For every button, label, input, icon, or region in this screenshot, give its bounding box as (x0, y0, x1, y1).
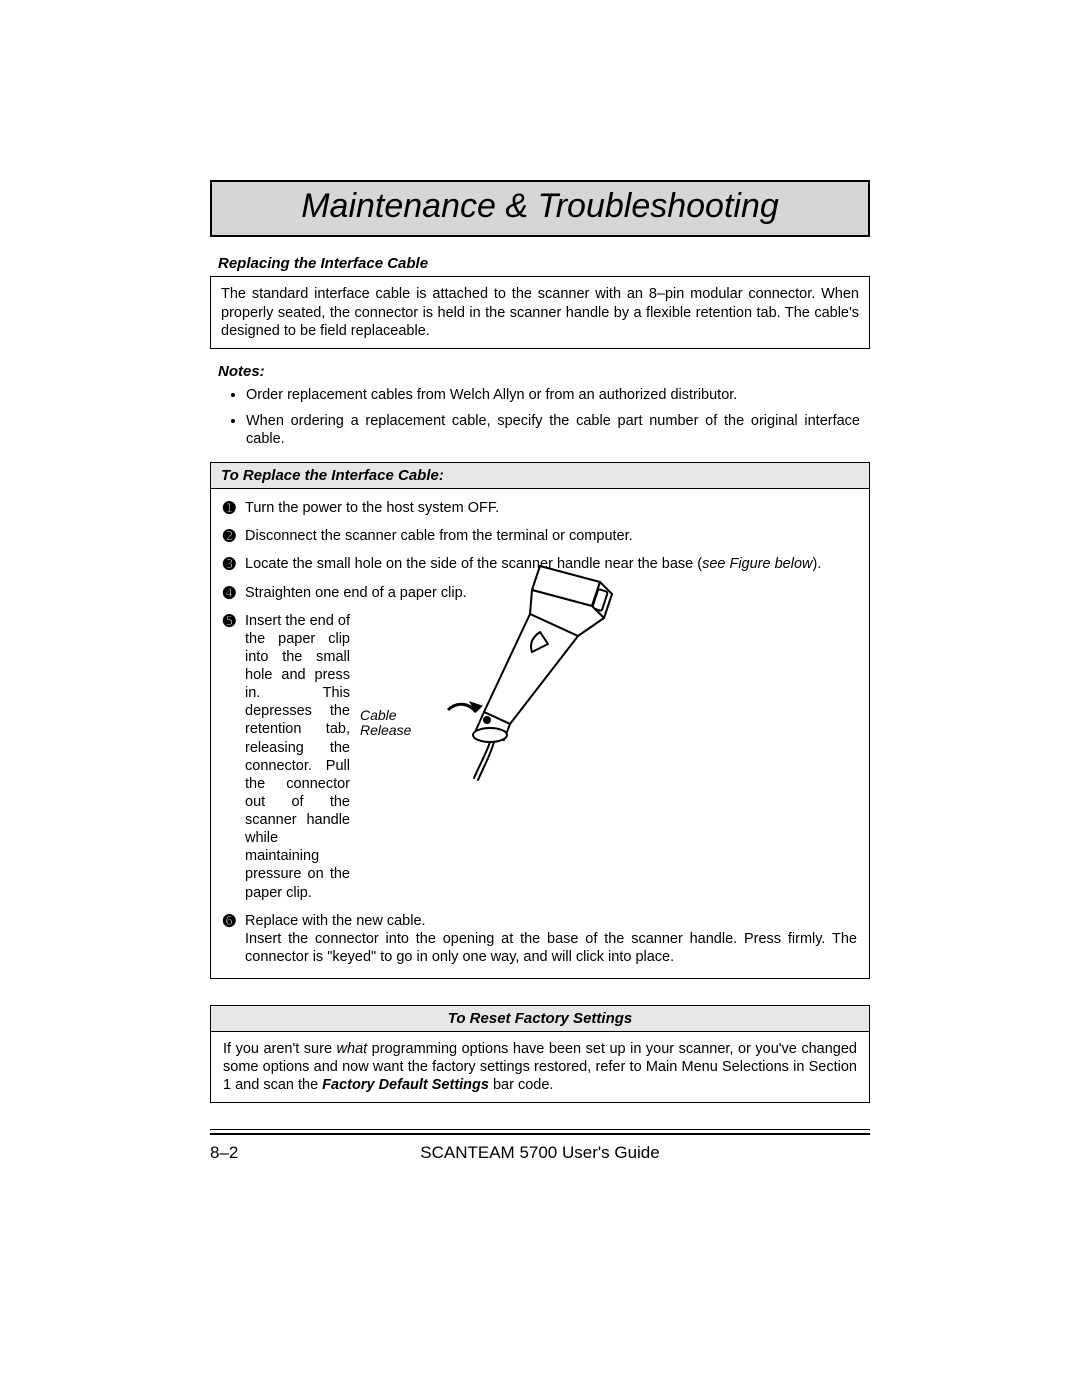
page: Maintenance & Troubleshooting Replacing … (0, 0, 1080, 1397)
notes-heading: Notes: (218, 363, 870, 380)
replacing-body-box: The standard interface cable is attached… (210, 276, 870, 348)
reset-bold: Factory Default Settings (322, 1077, 489, 1093)
reset-what: what (337, 1041, 368, 1057)
reset-t3: bar code. (489, 1077, 554, 1093)
figure-label-1: Cable (360, 707, 397, 723)
step-text: Insert the end of the paper clip into th… (245, 612, 350, 902)
step-number: ➌ (223, 555, 245, 573)
step-row: ➏ Replace with the new cable. Insert the… (223, 912, 857, 966)
reset-box: If you aren't sure what programming opti… (210, 1032, 870, 1103)
reset-t1: If you aren't sure (223, 1041, 337, 1057)
step3b: see Figure below (702, 556, 812, 572)
reset-heading: To Reset Factory Settings (210, 1005, 870, 1032)
steps-box: ➊ Turn the power to the host system OFF.… (210, 489, 870, 979)
notes-list: Order replacement cables from Welch Ally… (210, 386, 870, 448)
footer: 8–2 SCANTEAM 5700 User's Guide (210, 1143, 870, 1163)
step-row: ➎ Insert the end of the paper clip into … (223, 612, 857, 902)
step-text: Disconnect the scanner cable from the te… (245, 527, 857, 545)
step-row: ➊ Turn the power to the host system OFF. (223, 499, 857, 517)
replace-steps-heading: To Replace the Interface Cable: (210, 462, 870, 489)
step3c: ). (812, 556, 821, 572)
step-text: Replace with the new cable. Insert the c… (245, 912, 857, 966)
section-heading-replacing: Replacing the Interface Cable (218, 255, 870, 272)
figure: Cable Release (360, 612, 465, 902)
list-item: Order replacement cables from Welch Ally… (246, 386, 860, 404)
list-item: When ordering a replacement cable, speci… (246, 412, 860, 448)
chapter-title: Maintenance & Troubleshooting (222, 188, 858, 225)
scanner-illustration (390, 554, 620, 784)
step-number: ➍ (223, 584, 245, 602)
step-number: ➋ (223, 527, 245, 545)
step-text: Turn the power to the host system OFF. (245, 499, 857, 517)
step-number: ➏ (223, 912, 245, 930)
reset-body: If you aren't sure what programming opti… (223, 1040, 857, 1094)
step-row: ➋ Disconnect the scanner cable from the … (223, 527, 857, 545)
footer-rule (210, 1129, 870, 1135)
replacing-body-text: The standard interface cable is attached… (221, 285, 859, 339)
figure-label-2: Release (360, 722, 411, 738)
step-number: ➎ (223, 612, 245, 630)
footer-title: SCANTEAM 5700 User's Guide (210, 1143, 870, 1163)
step-number: ➊ (223, 499, 245, 517)
chapter-title-box: Maintenance & Troubleshooting (210, 180, 870, 237)
figure-label: Cable Release (360, 708, 411, 739)
step5-wrap: Insert the end of the paper clip into th… (245, 612, 465, 902)
